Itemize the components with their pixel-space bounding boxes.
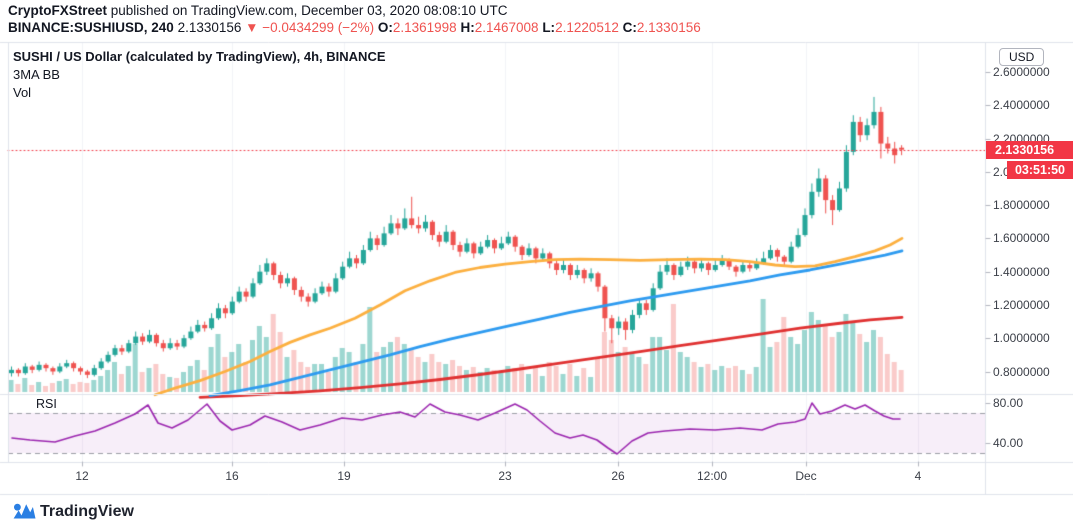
symbol-info-bar: BINANCE:SUSHIUSD, 240 2.1330156 ▼ −0.043… xyxy=(8,20,701,35)
last-price-value: 2.1330156 xyxy=(177,20,242,35)
price-axis-label: 1.4000000 xyxy=(993,264,1050,279)
chart-title-legend[interactable]: SUSHI / US Dollar (calculated by Trading… xyxy=(13,49,386,64)
close-label: C: xyxy=(622,20,637,35)
last-price-badge: 2.1330156 xyxy=(986,141,1073,159)
price-axis-label: 1.6000000 xyxy=(993,231,1050,246)
time-axis-label: 12:00 xyxy=(696,469,728,483)
price-axis-label: 1.2000000 xyxy=(993,297,1050,312)
high-value: 2.1467008 xyxy=(474,20,539,35)
symbol-name[interactable]: BINANCE:SUSHIUSD, 240 xyxy=(8,20,174,35)
time-axis-label: 19 xyxy=(337,469,351,483)
open-label: O: xyxy=(377,20,393,35)
price-axis-label: 2.6000000 xyxy=(993,64,1050,79)
time-axis-label: 12 xyxy=(75,469,89,483)
price-axis-label: 2.4000000 xyxy=(993,98,1050,113)
time-axis-label: Dec xyxy=(795,469,817,483)
low-value: 2.1220512 xyxy=(555,20,619,35)
publish-info-text: published on TradingView.com, December 0… xyxy=(107,3,508,18)
time-axis-label: 4 xyxy=(914,469,922,483)
low-label: L: xyxy=(542,20,556,35)
rsi-axis-label: 40.00 xyxy=(993,436,1024,450)
time-axis-label: 23 xyxy=(498,469,512,483)
tradingview-logo-icon[interactable] xyxy=(12,501,36,525)
price-change-value: ▼ −0.0434299 (−2%) xyxy=(245,20,375,35)
indicator-legend-rsi[interactable]: RSI xyxy=(36,397,57,411)
rsi-axis-label: 80.00 xyxy=(993,396,1024,410)
open-value: 2.1361998 xyxy=(392,20,457,35)
indicator-legend-3ma-bb[interactable]: 3MA BB xyxy=(13,67,60,82)
tradingview-brand-text[interactable]: TradingView xyxy=(40,503,134,520)
high-label: H: xyxy=(460,20,475,35)
time-axis-label: 26 xyxy=(611,469,625,483)
close-value: 2.1330156 xyxy=(636,20,701,35)
price-axis-label: 1.8000000 xyxy=(993,198,1050,213)
currency-toggle-button[interactable]: USD xyxy=(999,48,1045,66)
publish-info-line: CryptoFXStreet published on TradingView.… xyxy=(8,3,508,18)
indicator-legend-vol[interactable]: Vol xyxy=(13,85,32,100)
bar-countdown-badge: 03:51:50 xyxy=(1007,161,1073,179)
price-axis-label: 1.0000000 xyxy=(993,331,1050,346)
time-axis-label: 16 xyxy=(225,469,239,483)
price-axis-label: 0.8000000 xyxy=(993,364,1050,379)
publisher-name: CryptoFXStreet xyxy=(8,3,108,18)
